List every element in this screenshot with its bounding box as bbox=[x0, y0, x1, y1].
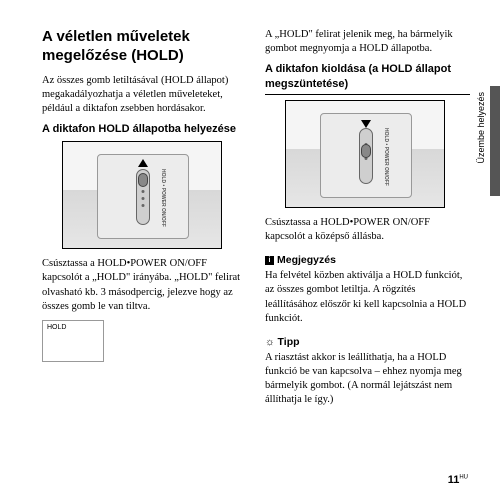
right-intro: A „HOLD" felirat jelenik meg, ha bármely… bbox=[265, 28, 470, 56]
sub-heading-hold-on: A diktafon HOLD állapotba helyezése bbox=[42, 122, 247, 136]
tip-icon: ☼ bbox=[265, 336, 278, 348]
left-column: A véletlen műveletek megelőzése (HOLD) A… bbox=[42, 28, 247, 414]
main-title: A véletlen műveletek megelőzése (HOLD) bbox=[42, 28, 247, 66]
page-number: 11HU bbox=[448, 474, 468, 486]
right-column: A „HOLD" felirat jelenik meg, ha bármely… bbox=[265, 28, 470, 414]
note-heading: iMegjegyzés bbox=[265, 254, 470, 266]
tip-body: A riasztást akkor is leállíthatja, ha a … bbox=[265, 351, 470, 408]
side-tab bbox=[490, 86, 500, 196]
tip-heading: ☼ Tipp bbox=[265, 336, 470, 348]
note-body: Ha felvétel közben aktiválja a HOLD funk… bbox=[265, 269, 470, 326]
slider-label-icon: HOLD • POWER ON/OFF bbox=[160, 169, 166, 227]
figure-hold-on: HOLD • POWER ON/OFF bbox=[62, 141, 222, 249]
hold-display-box: HOLD bbox=[42, 320, 104, 362]
sub-heading-hold-off: A diktafon kioldása (a HOLD állapot megs… bbox=[265, 62, 470, 95]
page-content: A véletlen műveletek megelőzése (HOLD) A… bbox=[0, 0, 500, 434]
intro-para: Az összes gomb letiltásával (HOLD állapo… bbox=[42, 74, 247, 117]
slider-label-icon: HOLD • POWER ON/OFF bbox=[383, 128, 389, 186]
figure-hold-off: HOLD • POWER ON/OFF bbox=[285, 100, 445, 208]
side-tab-label: Üzembe helyezés bbox=[476, 92, 486, 164]
instruction-para-1: Csúsztassa a HOLD•POWER ON/OFF kapcsolót… bbox=[42, 257, 247, 314]
instruction-para-2: Csúsztassa a HOLD•POWER ON/OFF kapcsolót… bbox=[265, 216, 470, 244]
note-icon: i bbox=[265, 256, 274, 265]
